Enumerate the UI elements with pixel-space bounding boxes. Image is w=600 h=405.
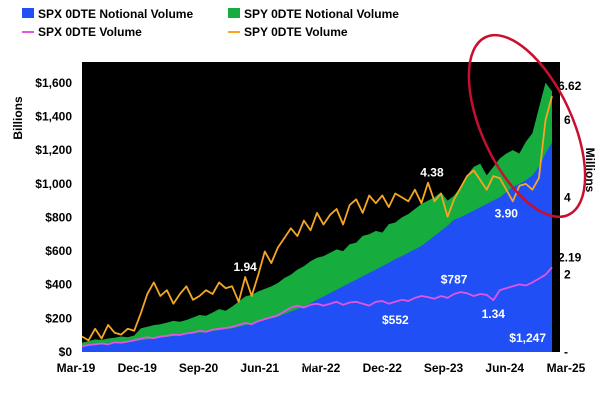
line-spx-0dte-volume — [81, 266, 553, 348]
legend: SPX 0DTE Notional Volume SPY 0DTE Notiona… — [22, 7, 399, 39]
data-labels: 6.62 4.38 3.90 1.94 2.19 1.34 $269 $552 $787 $1,2… — [234, 79, 582, 370]
left-axis-ticks: $0 $200 $400 $600 $800 $1,000 $1,200 $1,400 $1,6… — [35, 76, 72, 359]
y2-tick-label: 6 — [564, 113, 571, 127]
legend-label-spx-0dte-volume: SPX 0DTE Volume — [38, 25, 142, 39]
data-label: $787 — [441, 273, 468, 287]
y-tick-label: $1,600 — [35, 76, 72, 90]
y2-tick-label: - — [564, 345, 568, 359]
data-label: $552 — [382, 313, 409, 327]
y2-tick-label: 2 — [564, 268, 571, 282]
y-tick-label: $400 — [45, 278, 72, 292]
y-tick-label: $1,400 — [35, 109, 72, 123]
line-spy-0dte-volume — [81, 95, 553, 342]
legend-label-spy-0dte-notional-volume: SPY 0DTE Notional Volume — [244, 7, 399, 21]
x-tick-label: Dec-22 — [363, 361, 403, 375]
legend-swatch-spy-0dte-notional-volume — [228, 8, 240, 18]
y-tick-label: $0 — [59, 345, 73, 359]
legend-swatch-spx-0dte-notional-volume — [22, 8, 34, 18]
data-label: 4.38 — [420, 166, 444, 180]
legend-label-spy-0dte-volume: SPY 0DTE Volume — [244, 25, 348, 39]
data-label: 6.62 — [558, 79, 582, 93]
y-tick-label: $800 — [45, 210, 72, 224]
right-axis-ticks: - 2 4 6 — [564, 113, 571, 359]
x-tick-label: Sep-20 — [179, 361, 219, 375]
y-tick-label: $200 — [45, 311, 72, 325]
data-label: 1.94 — [234, 260, 258, 274]
legend-label-spx-0dte-notional-volume: SPX 0DTE Notional Volume — [38, 7, 193, 21]
highlight-ellipse — [467, 33, 587, 219]
y-tick-label: $600 — [45, 244, 72, 258]
x-tick-label: Jun-21 — [240, 361, 279, 375]
y-axis-label: Billions — [11, 96, 25, 140]
data-label: 2.19 — [558, 250, 582, 264]
data-label: $269 — [291, 356, 318, 370]
y2-tick-label: 4 — [564, 190, 571, 204]
x-tick-label: Jun-24 — [485, 361, 524, 375]
data-label: 1.34 — [482, 307, 506, 321]
line-layer — [81, 95, 553, 348]
y2-axis-label: Millions — [583, 148, 597, 193]
y-tick-label: $1,200 — [35, 143, 72, 157]
x-tick-label: Mar-19 — [57, 361, 96, 375]
data-label: 3.90 — [495, 206, 519, 220]
y-tick-label: $1,000 — [35, 177, 72, 191]
x-tick-label: Mar-22 — [302, 361, 341, 375]
x-tick-label: Mar-25 — [547, 361, 586, 375]
data-label: $1,247 — [509, 331, 546, 345]
x-axis-ticks: Mar-19 Dec-19 Sep-20 Jun-21 Mar-22 Dec-22 Sep-… — [57, 361, 586, 375]
x-tick-label: Sep-23 — [424, 361, 464, 375]
x-tick-label: Dec-19 — [118, 361, 158, 375]
